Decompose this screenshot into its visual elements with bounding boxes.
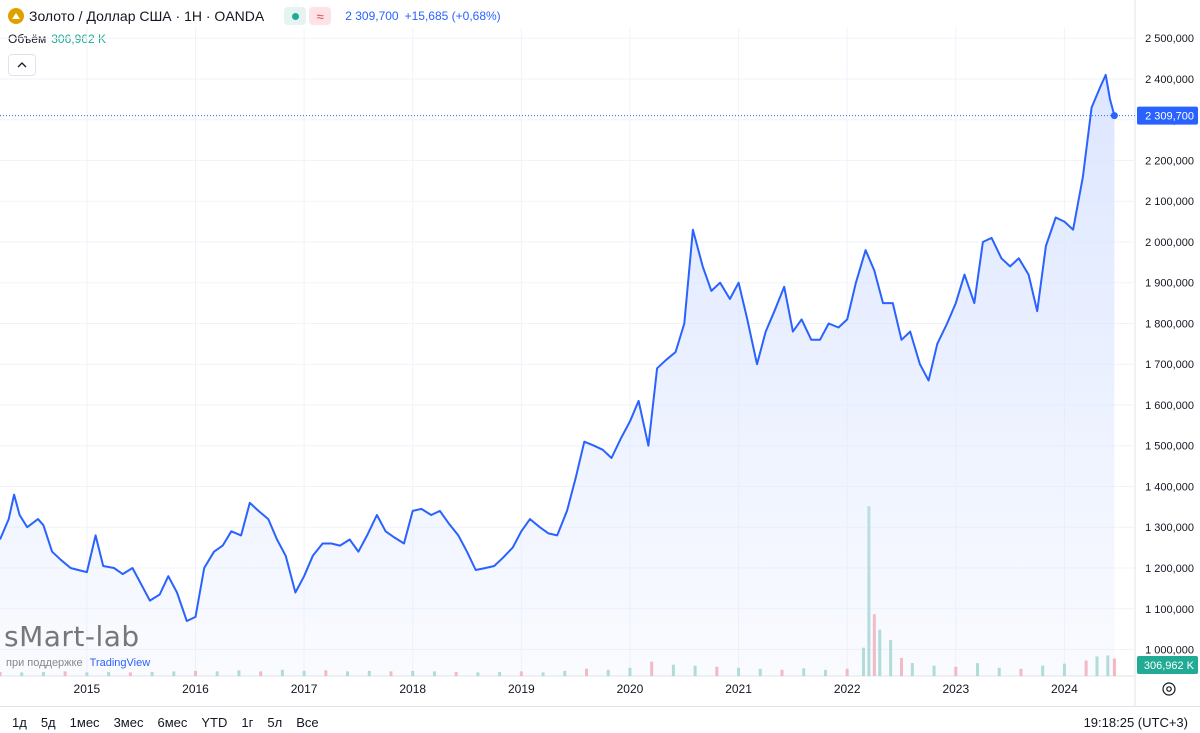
y-tick-label: 1 500,000 (1145, 441, 1194, 453)
y-tick-label: 1 000,000 (1145, 645, 1194, 657)
gold-coin-icon (8, 8, 24, 24)
y-tick-label: 1 300,000 (1145, 522, 1194, 534)
y-tick-label: 1 600,000 (1145, 400, 1194, 412)
range-button-1y[interactable]: 1г (241, 715, 254, 730)
price-chart[interactable]: 1 000,000 1 100,000 1 200,000 1 300,000 1 40… (0, 0, 1200, 706)
x-tick-label: 2018 (399, 682, 426, 696)
x-tick-label: 2016 (182, 682, 209, 696)
range-button-3m[interactable]: 3мес (113, 715, 144, 730)
x-tick-label: 2019 (508, 682, 535, 696)
y-tick-label: 1 800,000 (1145, 318, 1194, 330)
last-price: 2 309,700 (345, 9, 399, 23)
price-area (0, 74, 1115, 676)
volume-label[interactable]: Объём (8, 32, 47, 46)
range-button-1m[interactable]: 1мес (69, 715, 100, 730)
volume-tag-label: 306,962 K (1144, 660, 1195, 672)
smartlab-watermark: sMart-lab (4, 620, 140, 653)
market-open-icon[interactable] (284, 7, 307, 25)
x-tick-label: 2020 (617, 682, 644, 696)
x-tick-label: 2015 (74, 682, 101, 696)
volume-value: 306,962 K (51, 32, 106, 46)
chart-header: Золото / Доллар США · 1H · OANDA ≈ 2 309… (0, 0, 1135, 80)
y-tick-label: 1 400,000 (1145, 481, 1194, 493)
clock-timezone[interactable]: 19:18:25 (UTC+3) (1083, 715, 1188, 730)
range-button-5d[interactable]: 5д (40, 715, 56, 730)
y-tick-label: 1 200,000 (1145, 563, 1194, 575)
support-label: при поддержке (6, 657, 83, 669)
y-tick-label: 2 000,000 (1145, 237, 1194, 249)
x-tick-label: 2017 (291, 682, 318, 696)
y-tick-label: 2 100,000 (1145, 196, 1194, 208)
chart-settings-button[interactable] (1160, 680, 1178, 698)
y-tick-label: 2 200,000 (1145, 155, 1194, 167)
price-change: +15,685 (+0,68%) (404, 9, 501, 23)
range-button-6m[interactable]: 6мес (157, 715, 188, 730)
price-axis[interactable] (1135, 0, 1200, 706)
symbol-title[interactable]: Золото / Доллар США · 1H · OANDA (29, 8, 265, 24)
range-buttons: 1д 5д 1мес 3мес 6мес YTD 1г 5л Все (12, 715, 319, 730)
y-tick-label: 1 900,000 (1145, 278, 1194, 290)
range-button-all[interactable]: Все (296, 715, 319, 730)
volume-legend: Объём 306,962 K (8, 32, 106, 46)
support-text: при поддержке TradingView (6, 657, 150, 669)
range-button-ytd[interactable]: YTD (201, 715, 228, 730)
volume-tag (1137, 656, 1198, 674)
gear-icon (1162, 682, 1176, 696)
x-tick-label: 2022 (834, 682, 861, 696)
last-price-dot (1110, 112, 1118, 120)
x-tick-label: 2023 (942, 682, 969, 696)
price-tag-label: 2 309,700 (1145, 111, 1194, 123)
y-tick-label: 2 400,000 (1145, 74, 1194, 86)
data-delay-icon[interactable]: ≈ (309, 7, 332, 25)
range-button-5y[interactable]: 5л (267, 715, 283, 730)
price-tag (1137, 106, 1198, 125)
x-tick-label: 2021 (725, 682, 752, 696)
tradingview-link[interactable]: TradingView (89, 657, 151, 669)
y-tick-label: 2 500,000 (1145, 33, 1194, 45)
range-button-1d[interactable]: 1д (12, 715, 27, 730)
y-tick-label: 1 700,000 (1145, 359, 1194, 371)
x-tick-label: 2024 (1051, 682, 1078, 696)
range-toolbar: 1д 5д 1мес 3мес 6мес YTD 1г 5л Все 19:18… (0, 706, 1200, 733)
price-line[interactable] (0, 73, 1116, 622)
y-tick-label: 1 100,000 (1145, 604, 1194, 616)
collapse-legend-button[interactable] (8, 54, 36, 76)
chevron-up-icon (17, 62, 27, 68)
symbol-title-row: Золото / Доллар США · 1H · OANDA ≈ 2 309… (8, 6, 501, 26)
